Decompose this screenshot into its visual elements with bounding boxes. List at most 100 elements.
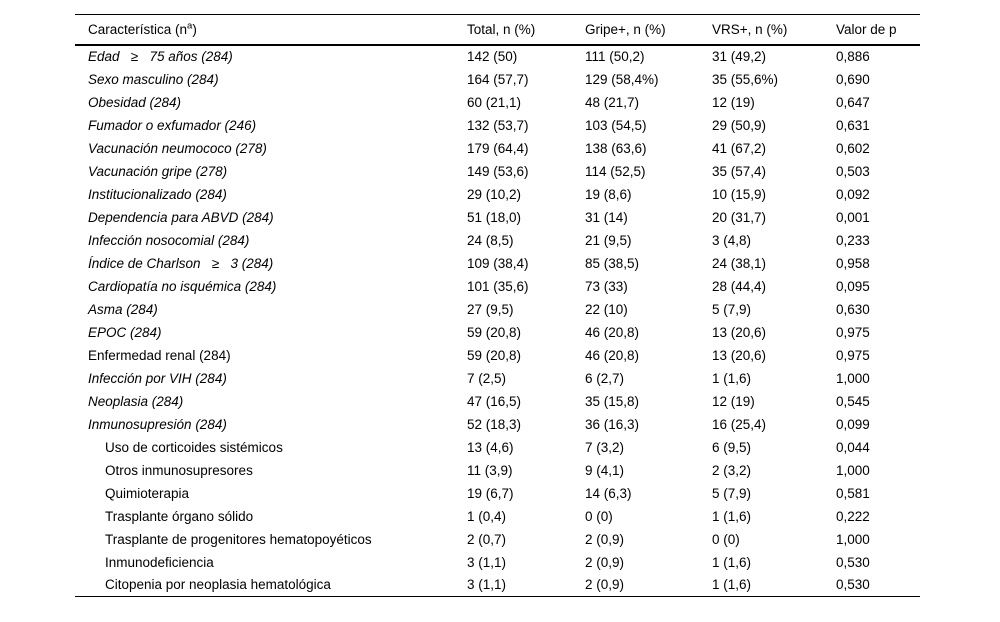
- row-label: Índice de Charlson ≥ 3 (284): [88, 255, 274, 271]
- cell-p-value: 0,503: [836, 163, 870, 179]
- cell-gripe: 2 (0,9): [585, 531, 625, 547]
- cell-gripe: 21 (9,5): [585, 232, 632, 248]
- row-label: Trasplante de progenitores hematopoyétic…: [105, 531, 372, 547]
- cell-gripe: 2 (0,9): [585, 554, 625, 570]
- cell-total: 179 (64,4): [467, 140, 529, 156]
- cell-gripe: 7 (3,2): [585, 439, 625, 455]
- cell-vrs: 5 (7,9): [712, 485, 752, 501]
- cell-p-value: 0,545: [836, 393, 870, 409]
- table-row: Edad ≥ 75 años (284) 142 (50) 111 (50,2) 31…: [75, 45, 920, 68]
- cell-vrs: 1 (1,6): [712, 577, 752, 593]
- column-header-gripe: Gripe+, n (%): [585, 21, 666, 37]
- cell-p-value: 0,630: [836, 301, 870, 317]
- cell-vrs: 13 (20,6): [712, 347, 767, 363]
- row-label: Infección nosocomial (284): [88, 232, 250, 248]
- row-label: Infección por VIH (284): [88, 370, 227, 386]
- cell-p-value: 0,886: [836, 49, 870, 64]
- row-label: EPOC (284): [88, 324, 162, 340]
- cell-p-value: 0,092: [836, 186, 870, 202]
- cell-vrs: 29 (50,9): [712, 117, 767, 133]
- cell-p-value: 0,958: [836, 255, 870, 271]
- column-header-characteristic-pre: Característica (n: [88, 21, 188, 37]
- cell-gripe: 14 (6,3): [585, 485, 632, 501]
- row-label: Cardiopatía no isquémica (284): [88, 278, 277, 294]
- cell-total: 59 (20,8): [467, 324, 522, 340]
- row-label: Quimioterapia: [105, 485, 190, 501]
- table-row: Asma (284) 27 (9,5) 22 (10) 5 (7,9) 0,630: [75, 298, 920, 321]
- cell-total: 2 (0,7): [467, 531, 507, 547]
- table-row: Enfermedad renal (284) 59 (20,8) 46 (20,8)…: [75, 344, 920, 367]
- cell-total: 149 (53,6): [467, 163, 529, 179]
- cell-gripe: 103 (54,5): [585, 117, 647, 133]
- cell-gripe: 2 (0,9): [585, 577, 625, 593]
- cell-total: 19 (6,7): [467, 485, 514, 501]
- cell-gripe: 0 (0): [585, 508, 613, 524]
- table-row: Sexo masculino (284) 164 (57,7) 129 (58,4%…: [75, 68, 920, 91]
- cell-gripe: 6 (2,7): [585, 370, 625, 386]
- table-row: Uso de corticoides sistémicos 13 (4,6) 7 (…: [75, 436, 920, 459]
- cell-vrs: 0 (0): [712, 531, 740, 547]
- cell-total: 3 (1,1): [467, 554, 507, 570]
- cell-p-value: 0,222: [836, 508, 870, 524]
- cell-gripe: 36 (16,3): [585, 416, 640, 432]
- table-row: Trasplante de progenitores hematopoyétic…: [75, 528, 920, 551]
- characteristics-table: Característica (na) Total, n (%) Gripe+,…: [75, 14, 920, 597]
- row-label: Sexo masculino (284): [88, 71, 219, 87]
- cell-total: 109 (38,4): [467, 255, 529, 271]
- table-body: Edad ≥ 75 años (284) 142 (50) 111 (50,2) 31…: [75, 45, 920, 597]
- cell-p-value: 0,095: [836, 278, 870, 294]
- cell-vrs: 24 (38,1): [712, 255, 767, 271]
- row-label: Enfermedad renal (284): [88, 347, 231, 363]
- row-label: Trasplante órgano sólido: [105, 508, 254, 524]
- cell-total: 101 (35,6): [467, 278, 529, 294]
- cell-total: 132 (53,7): [467, 117, 529, 133]
- cell-vrs: 28 (44,4): [712, 278, 767, 294]
- cell-gripe: 111 (50,2): [585, 49, 645, 64]
- table-row: Vacunación gripe (278) 149 (53,6) 114 (52,…: [75, 160, 920, 183]
- row-label: Neoplasia (284): [88, 393, 184, 409]
- cell-p-value: 0,530: [836, 577, 870, 593]
- cell-vrs: 12 (19): [712, 393, 755, 409]
- cell-vrs: 1 (1,6): [712, 370, 752, 386]
- cell-gripe: 46 (20,8): [585, 324, 640, 340]
- cell-total: 52 (18,3): [467, 416, 522, 432]
- cell-gripe: 46 (20,8): [585, 347, 640, 363]
- row-label: Vacunación gripe (278): [88, 163, 228, 179]
- cell-p-value: 0,631: [836, 117, 870, 133]
- cell-vrs: 3 (4,8): [712, 232, 752, 248]
- cell-p-value: 0,690: [836, 71, 870, 87]
- cell-gripe: 9 (4,1): [585, 462, 625, 478]
- row-label: Institucionalizado (284): [88, 186, 227, 202]
- cell-vrs: 6 (9,5): [712, 439, 752, 455]
- row-label: Vacunación neumococo (278): [88, 140, 267, 156]
- cell-total: 60 (21,1): [467, 94, 522, 110]
- cell-p-value: 0,099: [836, 416, 870, 432]
- cell-total: 27 (9,5): [467, 301, 514, 317]
- row-label: Fumador o exfumador (246): [88, 117, 257, 133]
- table-row: Obesidad (284) 60 (21,1) 48 (21,7) 12 (19) 0…: [75, 91, 920, 114]
- cell-vrs: 35 (57,4): [712, 163, 767, 179]
- row-label: Citopenia por neoplasia hematológica: [105, 577, 331, 593]
- footnote-marker-a: a: [187, 20, 193, 32]
- cell-gripe: 48 (21,7): [585, 94, 640, 110]
- cell-gripe: 129 (58,4%): [585, 71, 659, 87]
- row-label: Inmunosupresión (284): [88, 416, 227, 432]
- table-row: Índice de Charlson ≥ 3 (284) 109 (38,4) 85…: [75, 252, 920, 275]
- cell-gripe: 35 (15,8): [585, 393, 640, 409]
- cell-total: 13 (4,6): [467, 439, 514, 455]
- cell-p-value: 0,975: [836, 347, 870, 363]
- column-header-vrs: VRS+, n (%): [712, 21, 788, 37]
- table-row: Fumador o exfumador (246) 132 (53,7) 103 (…: [75, 114, 920, 137]
- table-row: Inmunodeficiencia 3 (1,1) 2 (0,9) 1 (1,6) 0,…: [75, 551, 920, 574]
- cell-total: 7 (2,5): [467, 370, 507, 386]
- cell-total: 1 (0,4): [467, 508, 507, 524]
- table-row: EPOC (284) 59 (20,8) 46 (20,8) 13 (20,6) 0,9…: [75, 321, 920, 344]
- cell-gripe: 85 (38,5): [585, 255, 640, 271]
- cell-p-value: 0,233: [836, 232, 870, 248]
- cell-vrs: 41 (67,2): [712, 140, 767, 156]
- table-row: Trasplante órgano sólido 1 (0,4) 0 (0) 1 (1…: [75, 505, 920, 528]
- table-row: Institucionalizado (284) 29 (10,2) 19 (8,6…: [75, 183, 920, 206]
- table-row: Citopenia por neoplasia hematológica 3 (1…: [75, 574, 920, 597]
- cell-total: 51 (18,0): [467, 209, 522, 225]
- row-label: Obesidad (284): [88, 94, 182, 110]
